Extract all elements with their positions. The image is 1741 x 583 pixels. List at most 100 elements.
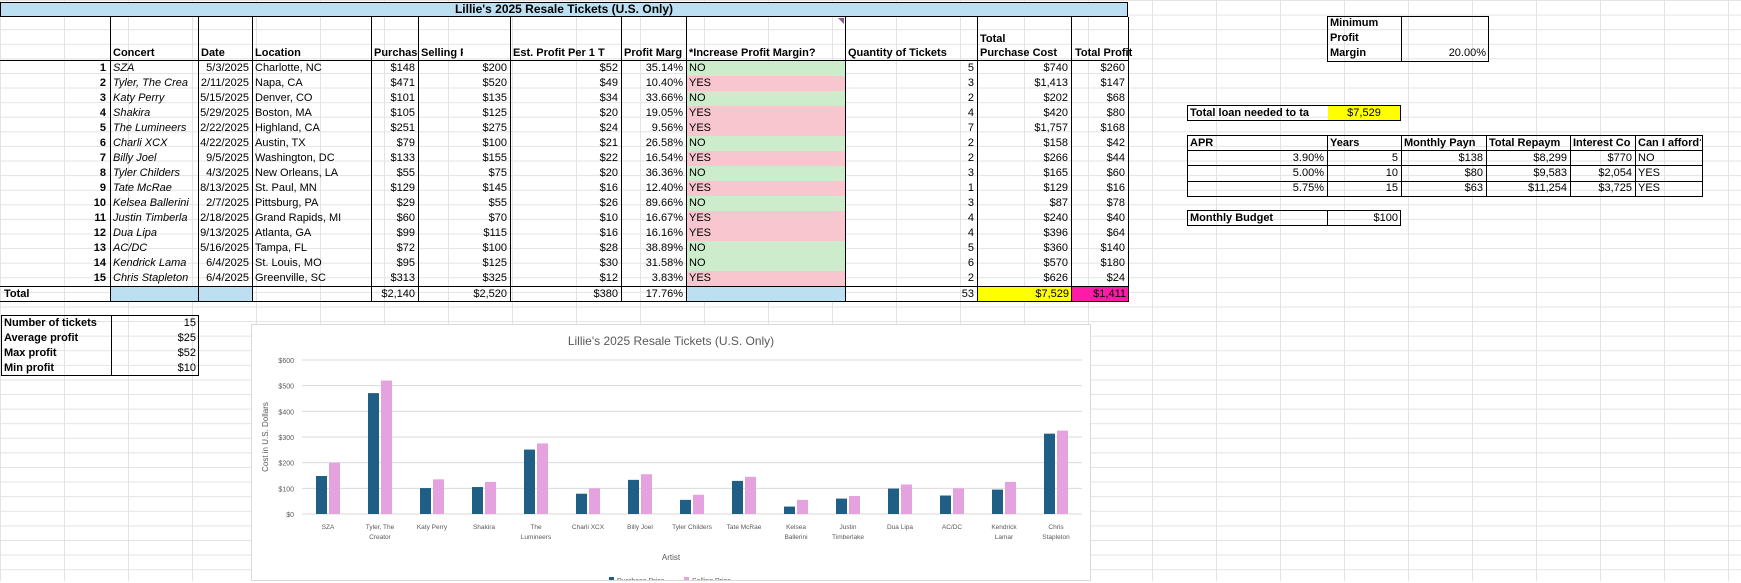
cell-selling-price[interactable]: $275 (482, 122, 507, 134)
cell-quantity[interactable]: 2 (967, 137, 974, 149)
cell-concert[interactable]: The Lumineers (113, 122, 187, 134)
cell-date[interactable]: 5/29/2025 (200, 107, 249, 119)
cell-concert[interactable]: Katy Perry (113, 92, 165, 104)
loan-cell[interactable]: $8,299 (1533, 152, 1567, 164)
cell-selling-price[interactable]: $125 (482, 257, 507, 269)
cell-purchase-price[interactable]: $133 (390, 152, 415, 164)
cell-purchase-price[interactable]: $148 (390, 62, 415, 74)
cell-location[interactable]: Tampa, FL (255, 242, 307, 254)
cell-est-profit[interactable]: $52 (599, 62, 618, 74)
min-margin-value[interactable]: 20.00% (1448, 47, 1486, 59)
loan-cell[interactable]: $2,054 (1598, 167, 1632, 179)
cell-location[interactable]: Charlotte, NC (255, 62, 322, 74)
cell-increase-margin[interactable]: YES (687, 106, 845, 121)
cell-selling-price[interactable]: $325 (482, 272, 507, 284)
loan-cell[interactable]: 5.00% (1292, 167, 1324, 179)
cell-total-profit[interactable]: $40 (1106, 212, 1125, 224)
cell-location[interactable]: Napa, CA (255, 77, 303, 89)
cell-concert[interactable]: Kendrick Lama (113, 257, 187, 269)
cell-location[interactable]: Greenville, SC (255, 272, 326, 284)
cell-purchase-price[interactable]: $129 (390, 182, 415, 194)
cell-selling-price[interactable]: $200 (482, 62, 507, 74)
cell-quantity[interactable]: 5 (967, 62, 974, 74)
cell-concert[interactable]: Tyler Childers (113, 167, 181, 179)
cell-est-profit[interactable]: $20 (599, 107, 618, 119)
cell-profit-margin[interactable]: 10.40% (645, 77, 683, 89)
cell-date[interactable]: 8/13/2025 (200, 182, 249, 194)
cell-increase-margin[interactable]: YES (687, 76, 845, 91)
cell-est-profit[interactable]: $10 (599, 212, 618, 224)
cell-date[interactable]: 6/4/2025 (206, 257, 249, 269)
cell-concert[interactable]: Tyler, The Crea (113, 77, 188, 89)
cell-date[interactable]: 5/16/2025 (200, 242, 249, 254)
cell-quantity[interactable]: 5 (967, 242, 974, 254)
cell-location[interactable]: Denver, CO (255, 92, 313, 104)
cell-selling-price[interactable]: $155 (482, 152, 507, 164)
total-profit[interactable]: $1,411 (1072, 287, 1128, 301)
cell-total-profit[interactable]: $140 (1100, 242, 1125, 254)
cell-total-profit[interactable]: $44 (1106, 152, 1125, 164)
cell-profit-margin[interactable]: 26.58% (645, 137, 683, 149)
cell-total-purchase-cost[interactable]: $740 (1043, 62, 1068, 74)
loan-cell[interactable]: NO (1638, 152, 1655, 164)
loan-cell[interactable]: 5 (1391, 152, 1398, 164)
cell-concert[interactable]: Dua Lipa (113, 227, 158, 239)
cell-est-profit[interactable]: $49 (599, 77, 618, 89)
cell-est-profit[interactable]: $12 (599, 272, 618, 284)
cell-total-purchase-cost[interactable]: $158 (1043, 137, 1068, 149)
cell-total-purchase-cost[interactable]: $240 (1043, 212, 1068, 224)
cell-total-purchase-cost[interactable]: $626 (1043, 272, 1068, 284)
cell-increase-margin[interactable]: YES (687, 211, 845, 226)
cell-est-profit[interactable]: $22 (599, 152, 618, 164)
cell-quantity[interactable]: 4 (967, 107, 974, 119)
cell-est-profit[interactable]: $34 (599, 92, 618, 104)
cell-date[interactable]: 5/3/2025 (206, 62, 249, 74)
cell-quantity[interactable]: 2 (967, 152, 974, 164)
cell-total-profit[interactable]: $80 (1106, 107, 1125, 119)
cell-selling-price[interactable]: $520 (482, 77, 507, 89)
total-quantity[interactable]: 53 (961, 288, 974, 300)
cell-purchase-price[interactable]: $471 (390, 77, 415, 89)
stat-value[interactable]: $52 (177, 347, 196, 359)
stat-value[interactable]: $25 (177, 332, 196, 344)
cell-location[interactable]: St. Louis, MO (255, 257, 322, 269)
loan-cell[interactable]: $3,725 (1598, 182, 1632, 194)
cell-date[interactable]: 2/18/2025 (200, 212, 249, 224)
total-purchase-price[interactable]: $2,140 (381, 288, 415, 300)
cell-total-profit[interactable]: $64 (1106, 227, 1125, 239)
cell-increase-margin[interactable]: NO (687, 166, 845, 181)
cell-purchase-price[interactable]: $79 (396, 137, 415, 149)
cell-total-purchase-cost[interactable]: $396 (1043, 227, 1068, 239)
cell-location[interactable]: Boston, MA (255, 107, 312, 119)
cell-concert[interactable]: AC/DC (113, 242, 148, 254)
cell-est-profit[interactable]: $26 (599, 197, 618, 209)
cell-location[interactable]: Pittsburg, PA (255, 197, 319, 209)
cell-profit-margin[interactable]: 35.14% (645, 62, 683, 74)
loan-cell[interactable]: 3.90% (1292, 152, 1324, 164)
cell-quantity[interactable]: 2 (967, 92, 974, 104)
cell-est-profit[interactable]: $28 (599, 242, 618, 254)
cell-location[interactable]: Austin, TX (255, 137, 306, 149)
cell-total-purchase-cost[interactable]: $87 (1049, 197, 1068, 209)
comment-indicator-icon[interactable] (838, 18, 844, 24)
cell-profit-margin[interactable]: 16.16% (645, 227, 683, 239)
cell-concert[interactable]: Chris Stapleton (113, 272, 189, 284)
cell-profit-margin[interactable]: 33.66% (645, 92, 683, 104)
cell-profit-margin[interactable]: 12.40% (645, 182, 683, 194)
cell-est-profit[interactable]: $21 (599, 137, 618, 149)
cell-purchase-price[interactable]: $101 (390, 92, 415, 104)
cell-date[interactable]: 9/5/2025 (206, 152, 249, 164)
cell-location[interactable]: Atlanta, GA (255, 227, 312, 239)
cell-date[interactable]: 2/22/2025 (200, 122, 249, 134)
cell-date[interactable]: 4/22/2025 (200, 137, 249, 149)
cell-concert[interactable]: Justin Timberla (113, 212, 188, 224)
cell-increase-margin[interactable]: YES (687, 226, 845, 241)
cell-selling-price[interactable]: $55 (488, 197, 507, 209)
cell-purchase-price[interactable]: $72 (396, 242, 415, 254)
loan-cell[interactable]: $11,254 (1528, 182, 1567, 194)
cell-est-profit[interactable]: $16 (599, 182, 618, 194)
cell-profit-margin[interactable]: 16.54% (645, 152, 683, 164)
cell-total-purchase-cost[interactable]: $360 (1043, 242, 1068, 254)
cell-concert[interactable]: Billy Joel (113, 152, 157, 164)
cell-est-profit[interactable]: $24 (599, 122, 618, 134)
